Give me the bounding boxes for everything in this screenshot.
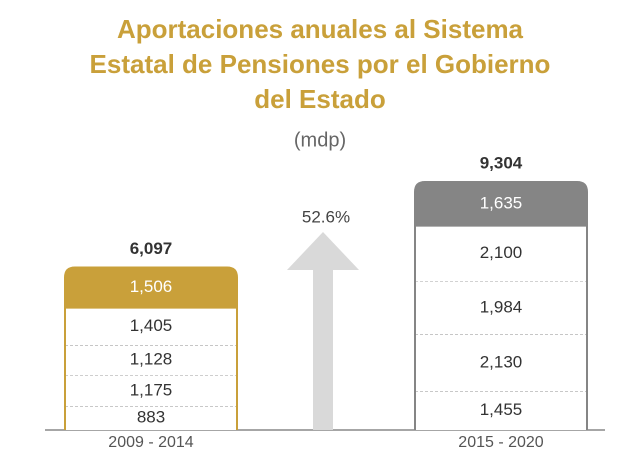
bar-outline — [64, 277, 238, 430]
subtitle: (mdp) — [294, 129, 346, 151]
bar-segment — [415, 334, 587, 392]
value-label: 1,984 — [480, 297, 523, 316]
value-label: 883 — [137, 408, 165, 427]
bar-segment — [64, 266, 238, 309]
bar-segment — [415, 225, 587, 282]
bar-segment — [65, 307, 237, 346]
value-label: 1,455 — [480, 400, 523, 419]
total-label: 6,097 — [130, 239, 173, 258]
total-label: 9,304 — [480, 153, 523, 172]
value-label: 1,405 — [130, 316, 173, 335]
bar-segment — [414, 181, 588, 227]
bar-segment — [415, 391, 587, 430]
value-label: 1,175 — [130, 380, 173, 399]
x-tick-label: 2009 - 2014 — [108, 434, 194, 451]
chart-title: Aportaciones anuales al Sistema Estatal … — [89, 14, 551, 114]
arrow-head — [287, 232, 359, 270]
x-tick-label: 2015 - 2020 — [458, 434, 544, 451]
value-label: 1,635 — [480, 193, 523, 212]
value-label: 1,506 — [130, 277, 173, 296]
bar-outline — [414, 192, 588, 430]
bar-segment — [65, 375, 237, 407]
value-label: 2,130 — [480, 352, 523, 371]
bar-segment — [415, 281, 587, 335]
annotation: 52.6% — [302, 207, 350, 226]
value-label: 2,100 — [480, 243, 523, 262]
bar-segment — [65, 345, 237, 376]
arrow-shaft — [313, 270, 333, 430]
bar-segment — [65, 406, 237, 430]
value-label: 1,128 — [130, 350, 173, 369]
